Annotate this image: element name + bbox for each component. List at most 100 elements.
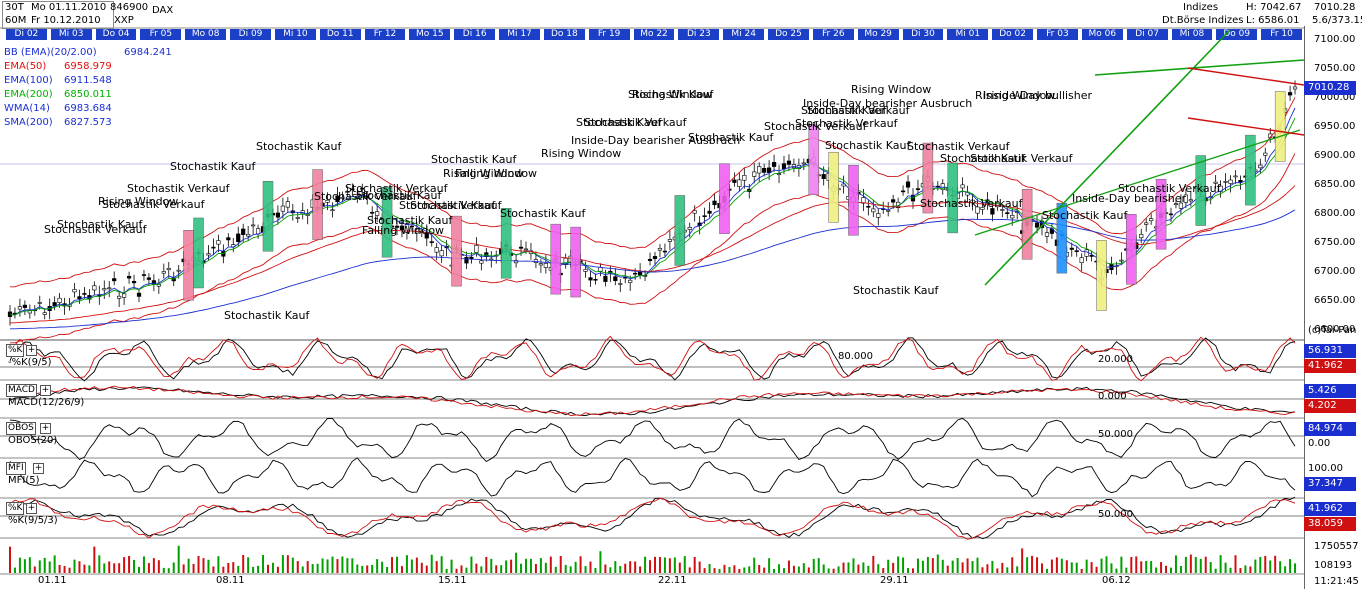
candle-body (871, 208, 876, 213)
volume-bar (534, 563, 537, 573)
candle-body (1213, 181, 1218, 184)
day-tab[interactable]: Mi 01 (947, 29, 989, 40)
volume-bar (1016, 566, 1019, 573)
volume-bar (415, 557, 418, 573)
low-value: L: 6586.01 (1246, 15, 1300, 26)
day-tab[interactable]: Fr 12 (364, 29, 406, 40)
volume-bar (381, 561, 384, 573)
volume-bar (1204, 556, 1207, 573)
volume-bar (430, 554, 433, 573)
price-axis[interactable] (1304, 26, 1362, 589)
day-tab[interactable]: Fr 26 (812, 29, 854, 40)
volume-min: 108193 (1314, 560, 1353, 571)
day-tab[interactable]: Do 09 (1216, 29, 1258, 40)
day-tab[interactable]: Mi 08 (1171, 29, 1213, 40)
candle-body (757, 166, 762, 174)
day-tab[interactable]: Mo 22 (633, 29, 675, 40)
legend-item: WMA(14) 6983.684 (4, 103, 112, 114)
signal-bar (1096, 240, 1107, 311)
volume-bar (296, 561, 299, 573)
indicator-tag[interactable]: %K (6, 502, 25, 515)
volume-bar (252, 566, 255, 573)
day-tab[interactable]: Mo 08 (185, 29, 227, 40)
candle-body (136, 292, 142, 297)
day-tab[interactable]: Do 18 (543, 29, 585, 40)
legend-label: WMA(14) (4, 103, 50, 114)
day-tab[interactable]: Mo 15 (409, 29, 451, 40)
volume-bar (797, 566, 800, 573)
signal-bar (1155, 178, 1167, 250)
volume-bar (1165, 565, 1168, 573)
legend-value: 6827.573 (64, 117, 112, 128)
day-tab[interactable]: Do 04 (95, 29, 137, 40)
indicator-add-icon[interactable]: + (33, 463, 44, 474)
day-tab[interactable]: Di 09 (230, 29, 271, 40)
day-tab[interactable]: Do 25 (768, 29, 809, 40)
volume-bar (386, 567, 389, 573)
day-tab[interactable]: Di 02 (6, 29, 47, 40)
pattern-annotation: Stochastik Verkauf (907, 140, 1010, 153)
candle-body (786, 160, 792, 165)
candle-body (1173, 203, 1179, 205)
volume-bar (28, 557, 31, 573)
day-tab[interactable]: Di 07 (1126, 29, 1168, 40)
day-tab[interactable]: Di 30 (902, 29, 944, 40)
volume-bar (763, 567, 766, 573)
signal-bar (674, 195, 686, 266)
volume-bar (604, 564, 607, 573)
candle-body (330, 209, 335, 212)
price-tick: 6850.00 (1314, 179, 1356, 190)
day-tab[interactable]: Mi 10 (274, 29, 316, 40)
day-tab[interactable]: Do 11 (319, 29, 361, 40)
day-tab[interactable]: Fr 19 (588, 29, 630, 40)
indicator-level: 50.000 (1098, 509, 1133, 520)
day-tab[interactable]: Do 02 (992, 29, 1034, 40)
day-tab[interactable]: Mo 06 (1081, 29, 1123, 40)
day-tab[interactable]: Mi 17 (499, 29, 540, 40)
indicator-add-icon[interactable]: + (26, 503, 37, 514)
volume-bar (400, 566, 403, 573)
indicator-add-icon[interactable]: + (40, 423, 51, 434)
volume-bar (1080, 568, 1083, 573)
volume-bar (128, 555, 131, 573)
day-tab[interactable]: Fr 03 (1037, 29, 1078, 40)
legend-item: EMA(200) 6850.011 (4, 89, 112, 100)
day-tab[interactable]: Di 16 (454, 29, 496, 40)
day-tab[interactable]: Di 23 (678, 29, 720, 40)
volume-bar (440, 556, 443, 573)
indicator-tag[interactable]: %K (6, 344, 25, 357)
legend-label: EMA(200) (4, 89, 53, 100)
volume-bar (1199, 558, 1202, 573)
volume-bar (311, 564, 314, 573)
day-tab[interactable]: Mi 24 (723, 29, 765, 40)
day-tab[interactable]: Mi 03 (50, 29, 92, 40)
candle-body (375, 211, 380, 216)
candle-body (801, 162, 806, 165)
indicator-value-1: 100.00 (1308, 463, 1343, 474)
candle-body (652, 256, 658, 260)
volume-bar (559, 556, 562, 573)
volume-bar (500, 565, 503, 573)
pattern-annotation: Stochastik Verkauf (970, 152, 1073, 165)
main-chart[interactable] (0, 0, 1304, 589)
candle-body (995, 201, 1000, 208)
day-tab[interactable]: Mo 29 (857, 29, 899, 40)
indicator-tag[interactable]: MACD (6, 384, 37, 397)
indicator-add-icon[interactable]: + (26, 345, 37, 356)
day-tab[interactable]: Fr 05 (140, 29, 182, 40)
volume-bar (1075, 562, 1078, 573)
volume-bar (1234, 555, 1237, 573)
candle-body (866, 205, 871, 208)
xlabel-0612: 06.12 (1102, 575, 1131, 586)
signal-bar (828, 152, 839, 223)
candle-body (1188, 199, 1193, 202)
day-tab[interactable]: Fr 10 (1261, 29, 1302, 40)
legend-value: 6984.241 (124, 47, 172, 58)
candle-body (226, 237, 231, 241)
stoch-slow-d (9, 497, 1296, 540)
indicator-tag[interactable]: MFI (6, 462, 26, 475)
volume-bar (609, 567, 612, 573)
indicator-add-icon[interactable]: + (40, 385, 51, 396)
volume-bar (1160, 562, 1163, 573)
indicator-tag[interactable]: OBOS (6, 422, 36, 435)
